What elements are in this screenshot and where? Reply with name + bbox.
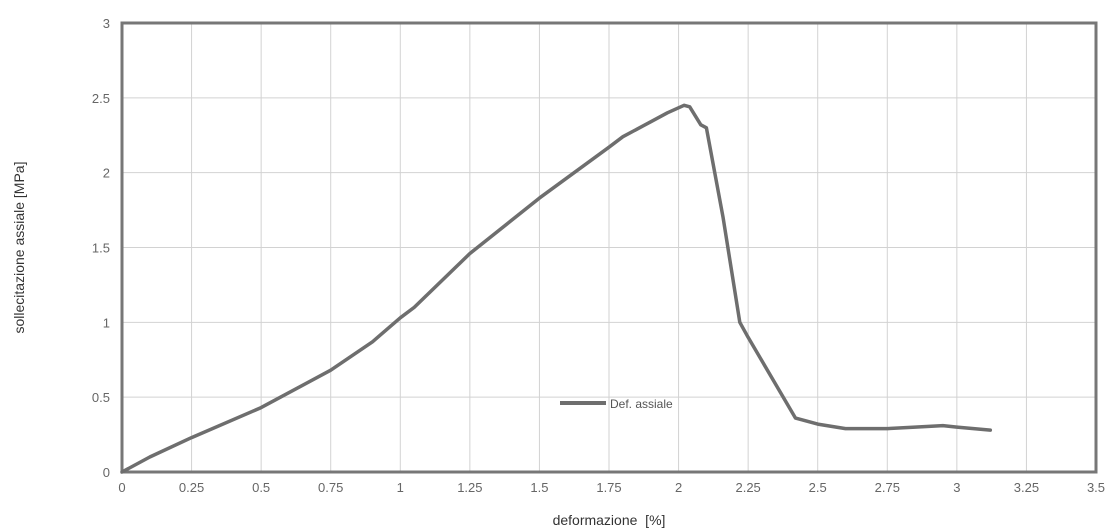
x-tick-label: 3.25 — [1014, 480, 1039, 495]
x-tick-label: 0.5 — [252, 480, 270, 495]
y-axis-ticks: 0 0.5 1 1.5 2 2.5 3 — [92, 16, 110, 480]
x-tick-label: 2.5 — [809, 480, 827, 495]
x-tick-label: 1.75 — [596, 480, 621, 495]
y-tick-label: 0 — [103, 465, 110, 480]
legend: Def. assiale — [560, 397, 673, 411]
x-tick-label: 1 — [397, 480, 404, 495]
y-axis-title: sollecitazione assiale [MPa] — [11, 162, 27, 334]
y-tick-label: 3 — [103, 16, 110, 31]
x-axis-ticks: 0 0.25 0.5 0.75 1 1.25 1.5 1.75 2 2.25 2.5 2.75 3 3.2… — [118, 480, 1105, 495]
series-line — [120, 103, 993, 474]
x-tick-label: 2.75 — [875, 480, 900, 495]
x-tick-label: 1.5 — [530, 480, 548, 495]
legend-label: Def. assiale — [610, 397, 673, 411]
plot-area-border — [120, 21, 1098, 474]
y-tick-label: 1 — [103, 315, 110, 330]
series-group — [120, 103, 993, 474]
x-tick-label: 0 — [118, 480, 125, 495]
x-tick-label: 0.25 — [179, 480, 204, 495]
x-tick-label: 2.25 — [735, 480, 760, 495]
x-tick-label: 2 — [675, 480, 682, 495]
x-tick-label: 1.25 — [457, 480, 482, 495]
x-tick-label: 3.5 — [1087, 480, 1105, 495]
y-tick-label: 2 — [103, 166, 110, 181]
x-axis-title: deformazione [%] — [553, 512, 666, 528]
y-tick-label: 1.5 — [92, 241, 110, 256]
y-tick-label: 0.5 — [92, 390, 110, 405]
x-tick-label: 3 — [953, 480, 960, 495]
x-tick-label: 0.75 — [318, 480, 343, 495]
y-tick-label: 2.5 — [92, 91, 110, 106]
